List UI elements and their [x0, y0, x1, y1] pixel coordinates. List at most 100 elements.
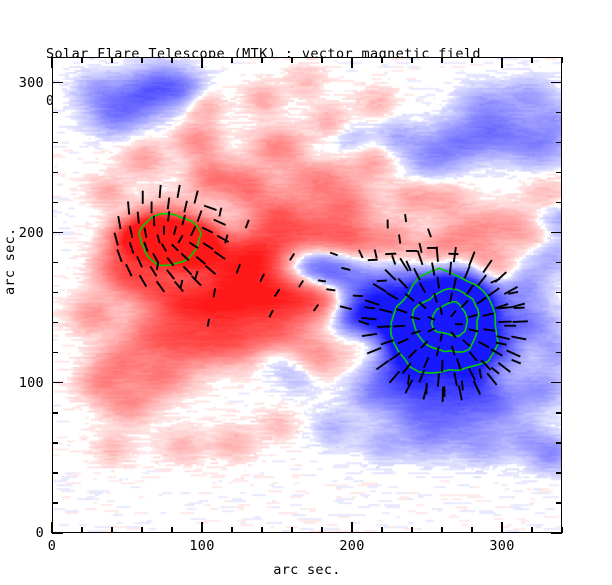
vector-negative-3-12 — [418, 369, 426, 383]
vector-negative-2-9 — [407, 349, 418, 359]
vector-negative-4-13 — [404, 379, 414, 394]
vector-east-2 — [495, 341, 507, 346]
y-tick-280 — [52, 111, 58, 114]
x-tick-60 — [141, 527, 143, 533]
vector-negative-2-14 — [478, 340, 490, 349]
vector-positive-2-1 — [183, 200, 188, 213]
y-tick-label-100: 100 — [18, 374, 44, 391]
vector-negative-3-5 — [397, 277, 409, 289]
x-tick-160 — [291, 527, 293, 533]
x-tick-240 — [411, 527, 413, 533]
vector-negative-4-6 — [372, 282, 387, 293]
vector-plage-6 — [298, 280, 304, 288]
y-tick-right-40 — [556, 472, 562, 474]
x-tick-label-300: 300 — [489, 538, 515, 554]
x-tick-260 — [441, 527, 443, 533]
vector-negative-3-6 — [385, 291, 399, 301]
vector-negative-4-0 — [468, 251, 476, 267]
x-tick-120 — [231, 527, 233, 533]
vector-positive-1-9 — [188, 241, 199, 249]
vector-negative-2-13 — [468, 351, 478, 362]
vector-positive-3-5 — [117, 215, 122, 230]
vector-positive-3-14 — [213, 250, 226, 260]
vector-negative-3-3 — [431, 262, 436, 276]
vector-bridge-12 — [418, 242, 423, 254]
y-axis-title: arc sec. — [2, 227, 18, 295]
vector-positive-2-10 — [182, 265, 193, 276]
vector-negative-4-22 — [512, 320, 528, 323]
x-tick-label-200: 200 — [339, 538, 365, 554]
vector-plage-0 — [235, 263, 241, 274]
x-axis-title: arc sec. — [273, 562, 341, 578]
vector-positive-3-12 — [190, 275, 202, 287]
vector-negative-2-3 — [436, 276, 441, 289]
vector-positive-2-13 — [201, 226, 214, 234]
vector-negative-4-7 — [364, 299, 380, 306]
y-tick-220 — [52, 202, 58, 204]
x-tick-20 — [81, 527, 83, 533]
vector-negative-2-1 — [465, 284, 475, 295]
x-tick-top-180 — [321, 57, 323, 63]
vector-negative-0-5 — [439, 333, 443, 342]
y-tick-180 — [52, 262, 58, 264]
vector-east-5 — [511, 358, 522, 365]
x-tick-280 — [471, 527, 473, 533]
y-tick-right-100 — [551, 382, 562, 384]
vector-negative-2-12 — [456, 358, 462, 370]
x-tick-top-80 — [171, 57, 173, 63]
vector-negative-3-8 — [377, 325, 391, 328]
x-tick-top-120 — [231, 57, 233, 63]
vector-positive-2-8 — [149, 265, 158, 277]
vector-negative-3-0 — [477, 274, 487, 287]
y-tick-label-200: 200 — [18, 224, 44, 241]
vector-positive-3-6 — [113, 232, 119, 246]
vector-bridge-10 — [317, 279, 327, 283]
vector-negative-4-19 — [497, 362, 511, 373]
vector-positive-3-11 — [173, 280, 184, 293]
vector-negative-1-11 — [468, 328, 479, 333]
vector-positive-0-5 — [171, 243, 179, 252]
vector-plage-2 — [224, 234, 229, 244]
vector-negative-2-2 — [452, 277, 458, 290]
vector-positive-2-4 — [136, 211, 140, 224]
x-tick-340 — [561, 527, 563, 533]
vector-bridge-6 — [391, 254, 397, 265]
vector-negative-3-1 — [463, 265, 471, 279]
y-tick-right-0 — [551, 532, 562, 534]
vector-plage-8 — [218, 207, 223, 217]
vector-south-4 — [478, 368, 483, 379]
vector-positive-2-5 — [128, 226, 134, 238]
vector-bridge-9 — [341, 266, 351, 271]
y-tick-right-180 — [556, 262, 562, 264]
vector-negative-2-5 — [404, 293, 415, 302]
x-tick-300 — [501, 522, 503, 533]
vector-bridge-4 — [358, 319, 370, 326]
vector-bridge-2 — [339, 305, 352, 311]
vector-positive-1-6 — [152, 252, 159, 263]
vector-negative-3-17 — [490, 348, 503, 357]
vector-bridge-16 — [427, 228, 432, 238]
vector-positive-2-6 — [128, 241, 135, 254]
vector-negative-3-16 — [480, 359, 492, 371]
x-tick-top-240 — [411, 57, 413, 63]
x-tick-top-200 — [351, 57, 353, 68]
y-tick-right-240 — [556, 171, 562, 174]
x-tick-140 — [261, 527, 263, 533]
vector-negative-4-17 — [472, 380, 482, 395]
vector-bridge-3 — [376, 279, 387, 283]
vector-positive-3-2 — [158, 184, 162, 199]
vector-plage-4 — [273, 288, 281, 298]
x-tick-top-0 — [51, 57, 53, 68]
vector-plage-1 — [259, 273, 266, 283]
x-tick-100 — [201, 522, 203, 533]
vector-bridge-17 — [329, 251, 338, 257]
x-tick-top-40 — [111, 57, 113, 63]
vector-negative-4-23 — [510, 302, 526, 309]
y-tick-80 — [52, 412, 58, 414]
vector-positive-2-12 — [202, 241, 214, 250]
vector-negative-4-26 — [482, 259, 493, 274]
x-tick-label-100: 100 — [189, 538, 215, 554]
x-tick-top-100 — [201, 57, 203, 68]
vector-negative-0-3 — [427, 315, 436, 322]
vector-negative-2-16 — [482, 312, 495, 317]
